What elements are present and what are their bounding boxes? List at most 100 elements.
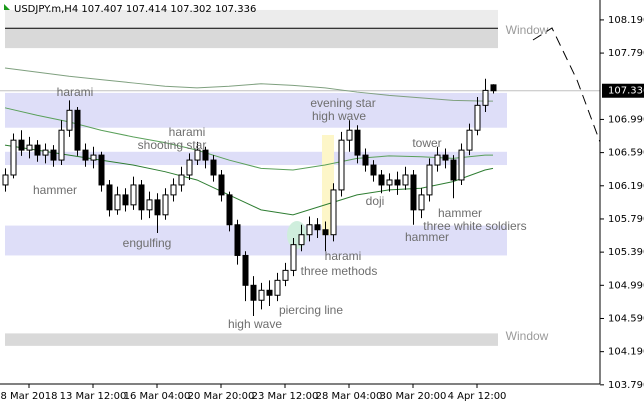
candle-body [466,129,473,151]
annotation: shooting star [138,138,207,152]
annotation: high wave [228,317,282,331]
candle-body [210,159,217,176]
candle-body [58,129,65,161]
zone [5,225,507,256]
candle-body [426,164,433,196]
candle-body [2,174,9,186]
x-tick-label: 13 Mar 12:00 [60,391,127,402]
annotation: harami [169,125,206,139]
candle-body [434,154,441,166]
annotation: three white soldiers [423,219,526,233]
candle-body [298,234,305,246]
moving-average [4,107,493,171]
candle-body [74,109,81,151]
icon [4,4,10,10]
candle-body [114,194,121,211]
candle-body [34,144,41,156]
window-arrow [532,27,601,143]
x-tick-label: 20 Mar 20:00 [188,391,255,402]
candle-body [234,224,241,256]
annotation: hammer [405,230,449,244]
candle-body [170,184,177,196]
candle-body [258,289,265,301]
annotation: three methods [301,264,378,278]
candle-body [378,174,385,186]
candle-body [458,149,465,181]
x-tick-label: 30 Mar 20:00 [380,391,447,402]
x-tick-label: 16 Mar 04:00 [124,391,191,402]
candle-body [266,289,273,296]
candle-body [82,149,89,161]
candle-body [274,279,281,296]
candle-body [386,179,393,186]
y-tick-label: 106.590 [608,148,644,159]
x-tick-label: 4 Apr 12:00 [448,391,507,402]
y-tick-label: 104.990 [608,280,644,291]
candle-body [330,189,337,236]
candle-body [90,154,97,161]
zone [5,333,498,346]
candle-body [26,144,33,151]
candle-body [450,159,457,181]
candle-body [66,109,73,131]
last-price-label: 107.336 [608,86,644,97]
candle-body [322,229,329,236]
candle-body [362,154,369,166]
candle-body [314,224,321,231]
annotation: hammer [33,183,77,197]
candle-body [442,154,449,161]
y-tick-label: 104.190 [608,347,644,358]
zones [5,9,507,346]
annotation: engulfing [123,236,172,250]
moving-average [4,67,493,102]
zone [5,9,498,29]
candle-body [282,269,289,281]
y-tick-label: 106.190 [608,181,644,192]
candle-body [290,244,297,271]
axes: 108.190 107.790 106.990 106.590 106.190 105.7… [0,15,644,402]
x-tick-label: 23 Mar 12:00 [252,391,319,402]
y-tick-label: 105.790 [608,214,644,225]
candle-body [202,149,209,161]
y-tick-label: 107.790 [608,48,644,59]
candle-body [154,199,161,216]
candle-body [218,174,225,196]
candle-body [306,224,313,236]
annotation: Window [506,329,549,343]
candle-body [250,284,257,301]
chart-title: USDJPY.m,H4 107.407 107.414 107.302 107.… [14,4,256,15]
candle-body [106,184,113,211]
last-price-box [602,83,644,98]
candle-body [178,174,185,186]
annotation: hammer [438,206,482,220]
y-tick-label: 104.590 [608,313,644,324]
y-tick-label: 108.190 [608,15,644,26]
candle-body [130,184,137,206]
candle-body [98,154,105,186]
annotation: tower [412,136,441,150]
zone [5,28,498,49]
candle-body [474,104,481,131]
y-tick-label: 106.990 [608,114,644,125]
x-tick-label: 8 Mar 2018 [0,391,57,402]
candle-body [370,164,377,176]
candle-body [338,139,345,191]
annotation: evening star [310,96,375,110]
y-tick-label: 105.390 [608,247,644,258]
candle-body [42,149,49,156]
candle-body [394,179,401,186]
candles [2,78,497,316]
annotation: doji [366,194,385,208]
candle-body [410,174,417,211]
candle-body [146,199,153,211]
x-tick-label: 28 Mar 04:00 [316,391,383,402]
candle-body [50,149,57,161]
zone [5,92,507,128]
candle-body [10,139,17,176]
y-tick-label: 103.790 [608,380,644,391]
candle-body [122,194,129,206]
candle-body [346,129,353,141]
candle-body [482,89,489,106]
